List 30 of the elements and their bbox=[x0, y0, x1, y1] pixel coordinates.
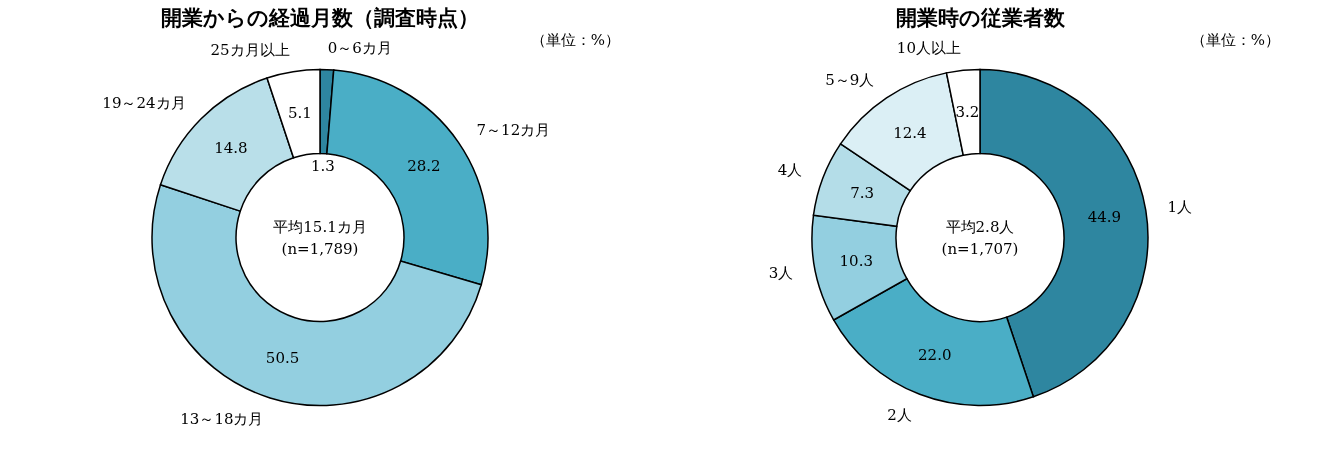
slice-label: 3人 bbox=[768, 264, 794, 283]
slice-label: 10人以上 bbox=[896, 39, 961, 58]
slice-label: 4人 bbox=[777, 161, 803, 180]
chart-title: 開業時の従業者数 bbox=[895, 6, 1066, 30]
slice-label: 13～18カ月 bbox=[180, 409, 264, 428]
text: （単位：%） bbox=[530, 31, 620, 49]
data-label: 10.3 bbox=[839, 252, 873, 271]
slice-label: 0～6カ月 bbox=[327, 38, 392, 57]
slice-label: 1人 bbox=[1167, 197, 1193, 216]
data-label: 44.9 bbox=[1087, 208, 1122, 227]
data-label: 3.2 bbox=[955, 103, 980, 122]
data-label: 14.8 bbox=[214, 139, 248, 158]
text: 平均2.8人 bbox=[945, 217, 1015, 236]
data-label: 28.2 bbox=[407, 157, 441, 176]
chart-title: 開業からの経過月数（調査時点） bbox=[161, 6, 479, 30]
text: （単位：%） bbox=[1190, 31, 1280, 49]
data-label: 7.3 bbox=[850, 183, 875, 202]
text: 平均15.1カ月 bbox=[273, 217, 367, 236]
text: (n=1,707) bbox=[941, 239, 1019, 258]
slice-label: 19～24カ月 bbox=[102, 94, 186, 113]
data-label: 12.4 bbox=[893, 123, 927, 142]
data-label: 22.0 bbox=[918, 346, 952, 365]
data-label: 5.1 bbox=[287, 104, 312, 123]
slice-label: 7～12カ月 bbox=[476, 120, 551, 139]
data-label: 1.3 bbox=[311, 156, 335, 175]
text: (n=1,789) bbox=[281, 239, 359, 258]
slice-label: 5～9人 bbox=[825, 70, 875, 89]
slice-label: 25カ月以上 bbox=[210, 40, 290, 59]
slice-label: 2人 bbox=[887, 405, 912, 424]
data-label: 50.5 bbox=[265, 348, 300, 367]
